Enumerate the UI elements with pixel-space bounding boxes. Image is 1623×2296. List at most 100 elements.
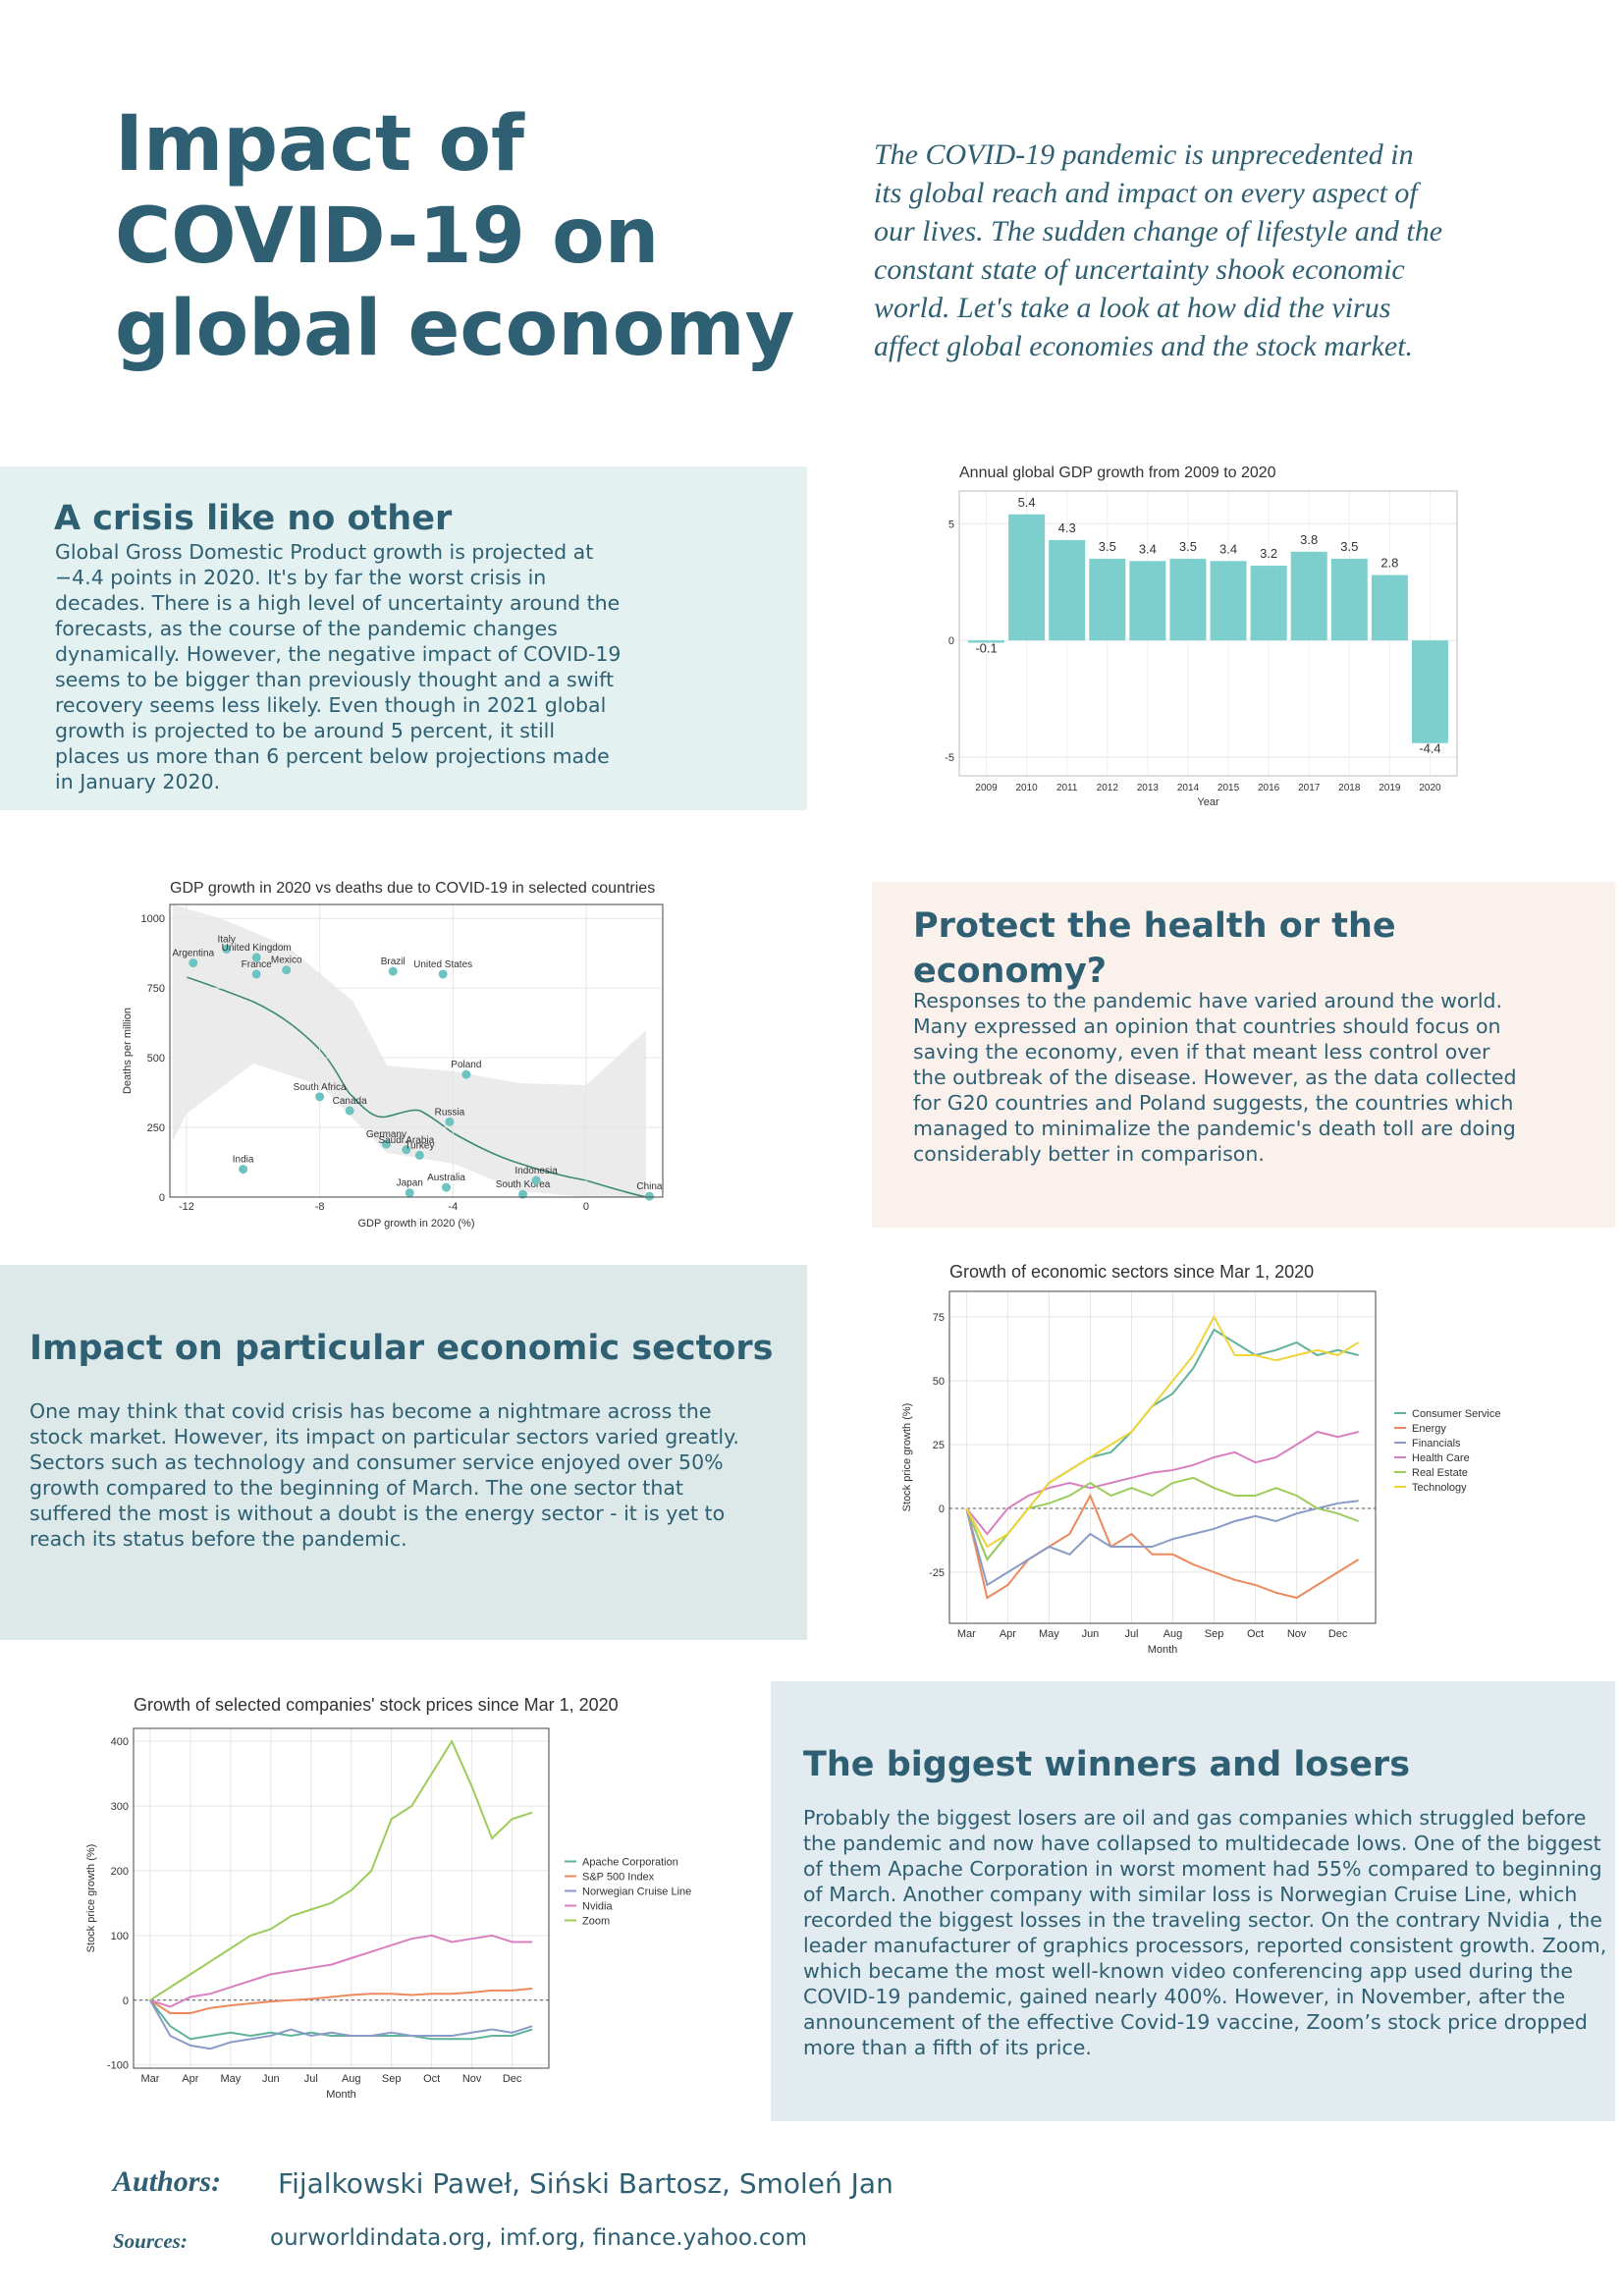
bar (1049, 539, 1086, 641)
x-tick-label: Mar (140, 2073, 159, 2085)
x-axis-label: Year (1197, 796, 1219, 808)
point (402, 1145, 411, 1155)
bar (1290, 551, 1327, 641)
point-label: South Africa (294, 1082, 347, 1093)
plot-border (169, 903, 664, 1198)
point-label: Russia (435, 1107, 465, 1118)
point-label: Italy (217, 934, 235, 945)
x-tick-label: Mar (957, 1628, 976, 1640)
plot-area (949, 1291, 1376, 1623)
series-line (149, 1999, 533, 2050)
x-tick-label: 0 (583, 1201, 589, 1213)
x-tick-label: 2017 (1298, 783, 1321, 793)
series-line (965, 1500, 1359, 1587)
point (518, 1189, 528, 1199)
series-line (149, 1739, 533, 2001)
data-label: 3.8 (1300, 532, 1318, 547)
point-label: United States (413, 959, 472, 970)
section-box: The biggest winners and losers Probably … (771, 1681, 1615, 2121)
y-tick-label: 0 (123, 1995, 129, 2007)
x-tick-label: -12 (179, 1201, 194, 1213)
point-label: Saudi Arabia (378, 1135, 434, 1146)
x-tick-label: Sep (1205, 1628, 1224, 1640)
legend-label: Technology (1412, 1482, 1467, 1494)
point (282, 965, 292, 975)
sources-label: Sources: (113, 2229, 188, 2253)
point (315, 1092, 325, 1102)
x-tick-label: Oct (423, 2073, 440, 2085)
chart: Annual global GDP growth from 2009 to 20… (945, 465, 1458, 808)
series-line (965, 1314, 1360, 1549)
y-axis-label: Stock price growth (%) (901, 1403, 913, 1512)
x-tick-label: 2020 (1419, 783, 1441, 793)
point (251, 969, 261, 979)
point-label: India (233, 1155, 254, 1166)
y-tick-label: 50 (933, 1376, 945, 1388)
point-label: China (636, 1181, 663, 1192)
x-axis-label: Month (326, 2089, 356, 2101)
y-tick-label: 500 (147, 1053, 165, 1065)
y-tick-label: -5 (945, 752, 954, 764)
x-tick-label: May (220, 2073, 241, 2085)
x-tick-label: Jun (1082, 1628, 1100, 1640)
y-tick-label: 400 (111, 1736, 129, 1748)
chart: Growth of selected companies' stock pric… (85, 1695, 691, 2101)
legend-label: Norwegian Cruise Line (582, 1886, 691, 1898)
y-tick-label: 5 (948, 519, 954, 530)
point-label: Canada (333, 1096, 367, 1107)
point (405, 1188, 414, 1198)
point-label: South Korea (496, 1179, 551, 1190)
legend-label: Real Estate (1412, 1467, 1468, 1479)
point-label: Argentina (172, 949, 214, 959)
data-label: 5.4 (1018, 495, 1036, 510)
series-line (149, 1999, 533, 2041)
point (414, 1150, 424, 1160)
intro: The COVID-19 pandemic is unprecedented i… (874, 138, 1443, 362)
point (388, 966, 398, 976)
point-label: Indonesia (514, 1166, 558, 1176)
x-tick-label: 2013 (1137, 783, 1160, 793)
section-body: Responses to the pandemic have varied ar… (913, 989, 1517, 1166)
point (461, 1069, 471, 1079)
legend-label: S&P 500 Index (582, 1872, 655, 1884)
chart-title: Growth of selected companies' stock pric… (134, 1695, 619, 1715)
x-tick-label: 2018 (1338, 783, 1361, 793)
bar (1210, 561, 1247, 641)
plot-border (133, 1727, 550, 2069)
section-body: Global Gross Domestic Product growth is … (55, 540, 622, 793)
chart-title: Growth of economic sectors since Mar 1, … (949, 1262, 1314, 1282)
data-label: 3.5 (1179, 539, 1197, 554)
x-tick-label: Nov (1287, 1628, 1307, 1640)
y-axis-label: Stock price growth (%) (85, 1844, 97, 1953)
series-line (149, 1934, 533, 2008)
section-heading: Impact on particular economic sectors (29, 1329, 774, 1368)
y-tick-label: 0 (948, 635, 954, 647)
y-tick-label: -100 (107, 2060, 129, 2072)
y-axis-label: Deaths per million (122, 1008, 134, 1094)
y-tick-label: 0 (939, 1503, 945, 1515)
x-tick-label: Jul (304, 2073, 318, 2085)
point-label: Japan (397, 1178, 423, 1189)
bar (1411, 640, 1448, 743)
point-label: United Kingdom (222, 943, 292, 954)
data-label: 3.4 (1139, 541, 1157, 556)
bar (1250, 566, 1287, 641)
section-heading: Protect the health or the economy? (913, 906, 1396, 991)
x-axis-label: Month (1148, 1644, 1178, 1656)
section-box: A crisis like no other Global Gross Dome… (0, 466, 807, 810)
x-tick-label: Dec (1328, 1628, 1348, 1640)
legend-label: Consumer Service (1412, 1408, 1500, 1420)
x-tick-label: 2019 (1379, 783, 1401, 793)
x-tick-label: Dec (503, 2073, 522, 2085)
section-body: Probably the biggest losers are oil and … (803, 1806, 1607, 2059)
data-label: -4.4 (1419, 741, 1440, 756)
bar (1371, 574, 1408, 641)
x-tick-label: 2016 (1258, 783, 1280, 793)
x-tick-label: 2012 (1097, 783, 1119, 793)
point-label: Brazil (381, 957, 406, 967)
point (189, 958, 198, 968)
x-tick-label: 2014 (1177, 783, 1200, 793)
plot-border (948, 1290, 1377, 1624)
legend-label: Nvidia (582, 1901, 613, 1913)
legend-label: Financials (1412, 1438, 1461, 1449)
